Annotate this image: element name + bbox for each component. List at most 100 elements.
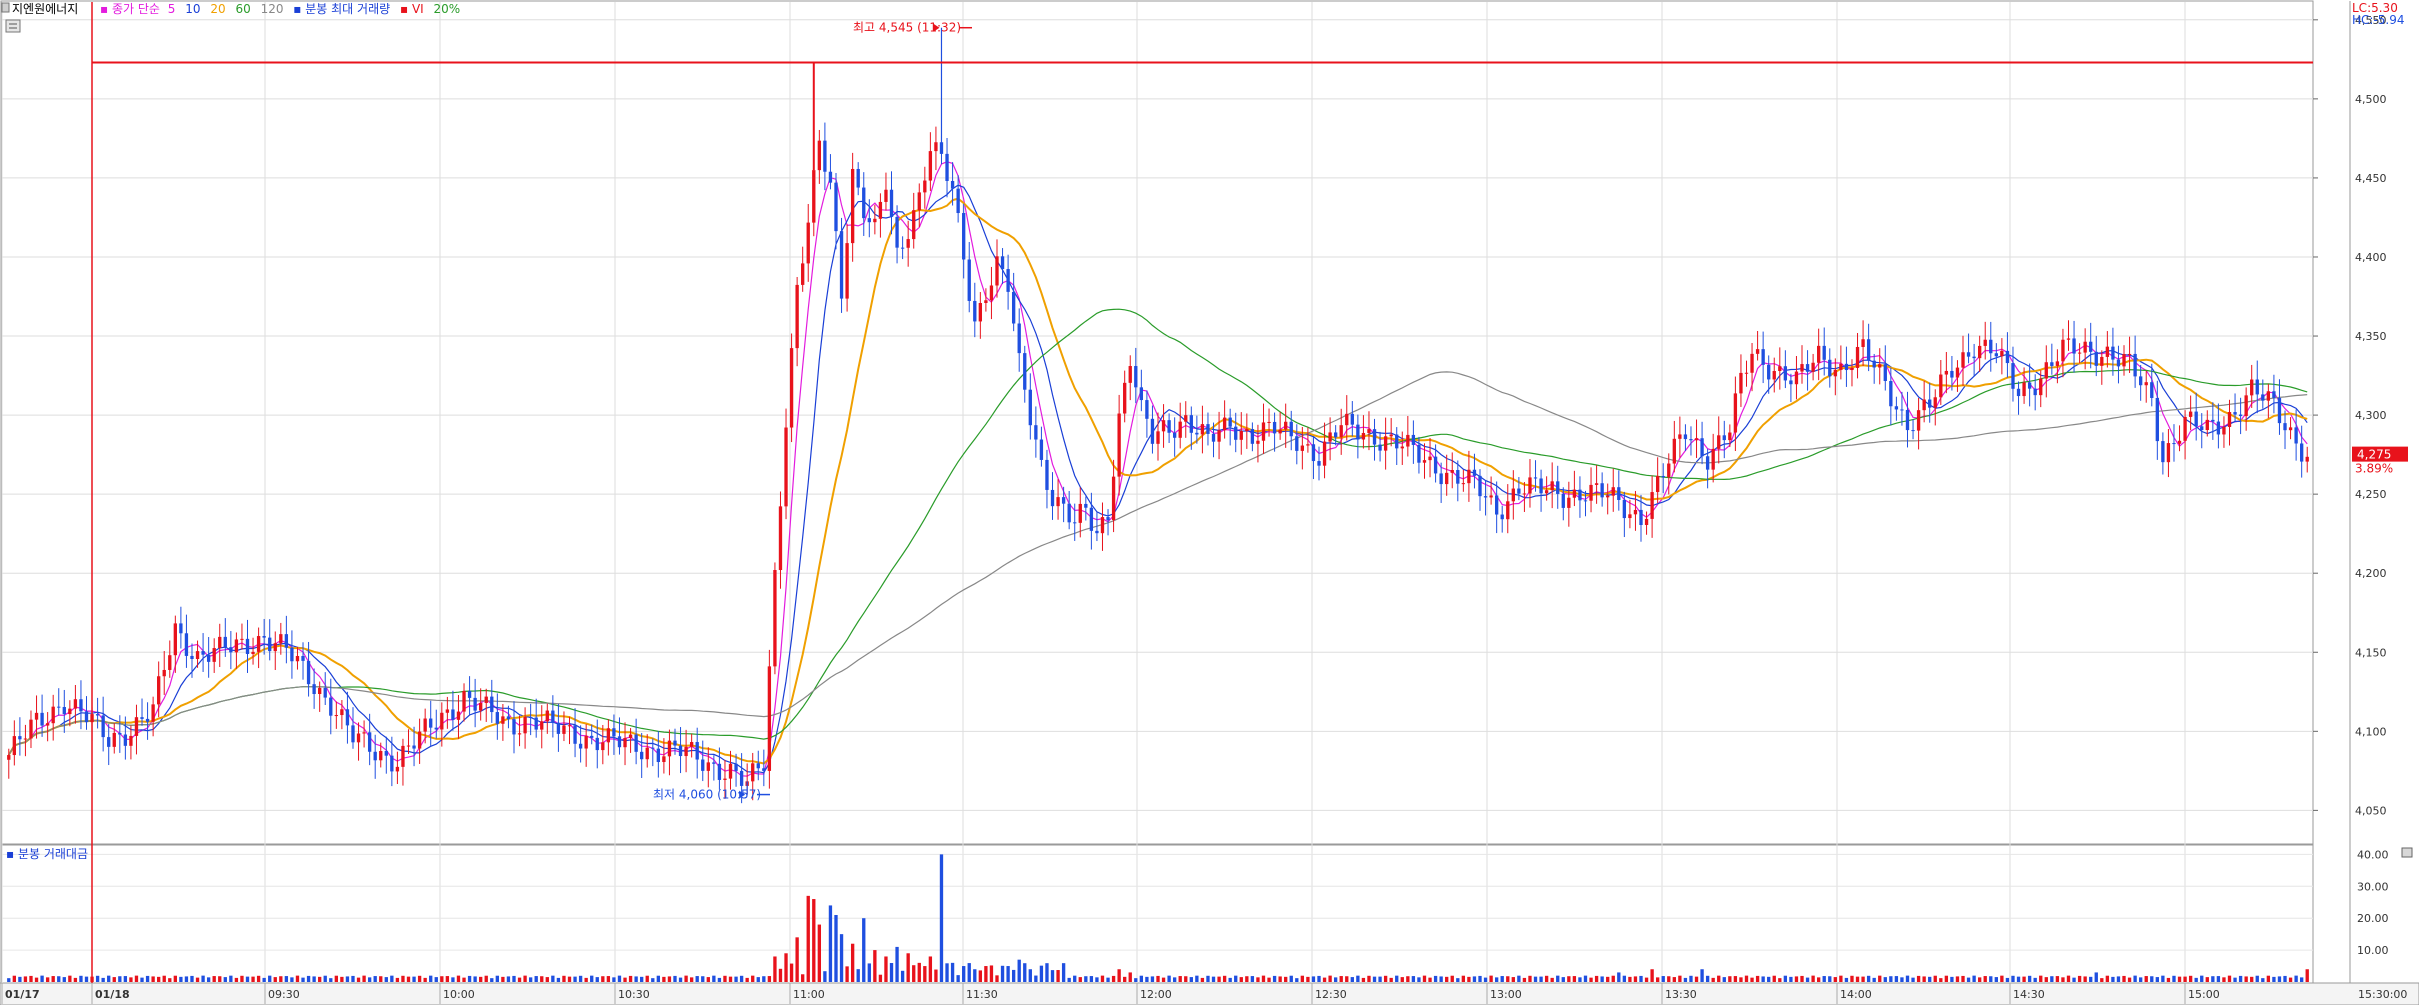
volume-bar xyxy=(1250,976,1255,982)
x-tick-label: 12:00 xyxy=(1140,988,1172,1001)
candle-body xyxy=(1106,517,1110,521)
volume-bar xyxy=(1872,977,1876,982)
candle-body xyxy=(79,699,83,712)
candle-body xyxy=(739,770,744,786)
volume-bar xyxy=(2166,977,2171,982)
volume-bar xyxy=(1350,977,1354,982)
volume-bar xyxy=(517,977,522,982)
candle-body xyxy=(1472,469,1477,476)
candle-body xyxy=(1428,456,1432,461)
candle-body xyxy=(617,736,622,748)
volume-bar xyxy=(2272,976,2276,982)
candle-body xyxy=(1789,380,1793,385)
volume-bar xyxy=(712,975,716,982)
candle-body xyxy=(1483,496,1488,498)
volume-bar xyxy=(295,975,300,982)
volume-bar xyxy=(1211,976,1216,982)
candle-body xyxy=(134,717,139,736)
candle-body xyxy=(2111,346,2115,360)
volume-bar xyxy=(1117,969,1121,982)
candle-body xyxy=(1056,497,1060,507)
volume-bar xyxy=(812,899,816,982)
volume-bar xyxy=(850,943,855,982)
candle-body xyxy=(1389,434,1393,437)
candle-body xyxy=(839,231,844,299)
volume-bar xyxy=(129,977,133,982)
candle-body xyxy=(978,302,983,322)
candle-body xyxy=(634,734,638,752)
volume-panel-toggle-icon[interactable] xyxy=(2401,847,2413,858)
candle-body xyxy=(1678,434,1682,439)
volume-bar xyxy=(1494,977,1499,982)
candle-body xyxy=(1017,323,1021,354)
candle-body xyxy=(2061,339,2065,362)
volume-bar xyxy=(1939,978,1943,982)
candle-body xyxy=(2144,382,2148,386)
volume-bar xyxy=(923,966,927,982)
candle-body xyxy=(279,634,283,644)
volume-bar xyxy=(406,976,411,982)
volume-bar xyxy=(1928,976,1932,982)
volume-bar xyxy=(1683,977,1688,982)
volume-bar xyxy=(667,976,672,982)
volume-bar xyxy=(412,976,416,982)
candle-body xyxy=(2055,361,2060,366)
volume-bar xyxy=(645,975,649,982)
volume-bar xyxy=(739,975,744,982)
panel-icon[interactable] xyxy=(1,2,10,13)
volume-bar xyxy=(640,976,644,982)
candle-body xyxy=(417,731,422,749)
candle-body xyxy=(2011,363,2015,389)
candle-body xyxy=(1272,421,1277,434)
candle-body xyxy=(1039,439,1044,460)
menu-icon[interactable] xyxy=(5,19,21,33)
candle-body xyxy=(290,647,294,662)
volume-bar xyxy=(1922,976,1926,982)
volume-bar xyxy=(817,924,822,982)
candle-body xyxy=(1300,445,1305,451)
candle-body xyxy=(651,747,655,749)
candle-body xyxy=(734,763,738,771)
volume-bar xyxy=(1422,975,1427,982)
volume-bar xyxy=(373,976,377,982)
candle-body xyxy=(2016,388,2021,397)
volume-bar xyxy=(318,976,322,982)
volume-bar xyxy=(367,977,372,982)
candle-body xyxy=(606,728,611,743)
volume-bar xyxy=(634,976,638,982)
volume-bar xyxy=(2294,975,2298,982)
candle-body xyxy=(1200,424,1205,435)
candle-body xyxy=(950,180,955,189)
volume-bar xyxy=(1633,976,1638,982)
candle-body xyxy=(306,660,311,685)
candle-body xyxy=(567,725,572,727)
candle-body xyxy=(528,717,533,719)
volume-bar xyxy=(1600,976,1604,982)
candle-body xyxy=(157,676,161,705)
volume-bar xyxy=(2177,976,2182,982)
volume-bar xyxy=(567,976,572,982)
ma-20: 20 xyxy=(210,2,225,16)
candle-body xyxy=(1905,409,1910,431)
volume-bar xyxy=(1594,975,1599,982)
y-tick-label: 4,300 xyxy=(2355,409,2387,422)
volume-bar xyxy=(895,946,899,982)
candle-body xyxy=(695,742,699,760)
candle-body xyxy=(995,256,999,286)
candle-body xyxy=(856,168,860,188)
candle-body xyxy=(2238,414,2243,417)
volume-bar xyxy=(2050,976,2054,982)
candle-body xyxy=(390,755,394,772)
volume-bar xyxy=(1544,975,1549,982)
candle-body xyxy=(1944,370,1949,375)
candle-body xyxy=(1600,483,1604,498)
volume-bar xyxy=(856,969,860,982)
candle-body xyxy=(1861,339,1865,347)
volume-bar xyxy=(2127,977,2132,982)
volume-bar xyxy=(2222,977,2226,982)
volume-bar xyxy=(1850,975,1854,982)
candle-body xyxy=(1189,415,1193,433)
candle-body xyxy=(1167,420,1171,433)
volume-bar xyxy=(578,975,583,982)
